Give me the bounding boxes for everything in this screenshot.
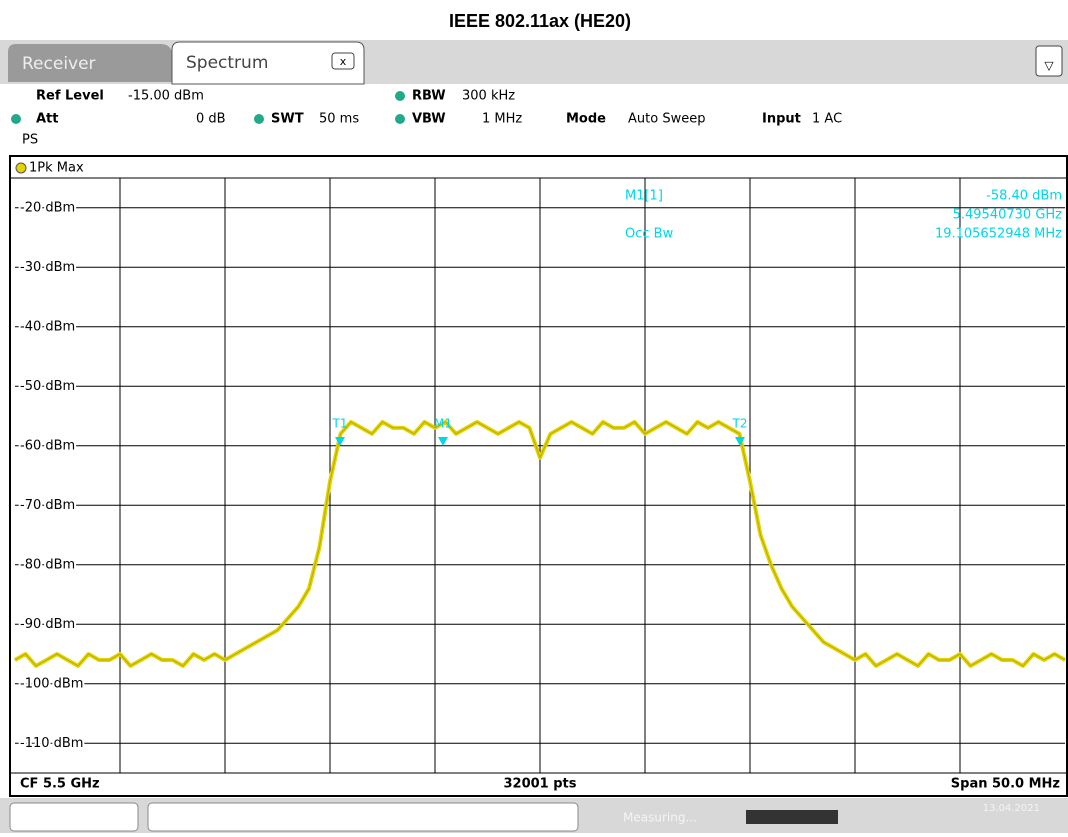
- plot-frame: [9, 155, 1068, 797]
- setting-value: 1 AC: [812, 112, 842, 127]
- close-button[interactable]: [331, 52, 355, 70]
- setting-value: 300 kHz: [462, 89, 515, 104]
- y-tick-label: -20 dBm: [20, 200, 75, 215]
- trace-core: [14, 421, 1066, 667]
- setting-label: RBW: [412, 89, 446, 104]
- tab-label: Spectrum: [186, 53, 268, 73]
- close-icon: x: [340, 55, 347, 68]
- footer-cf: CF 5.5 GHz: [20, 777, 100, 792]
- marker-icon: [438, 437, 448, 446]
- y-tick-label: -90 dBm: [20, 617, 75, 632]
- footer-pts: 32001 pts: [503, 777, 576, 792]
- setting-value: Auto Sweep: [628, 112, 705, 127]
- indicator: [395, 91, 405, 101]
- setting-value: PS: [22, 133, 38, 148]
- marker-info: Occ Bw: [625, 227, 674, 242]
- marker-info: 19.105652948 MHz: [935, 227, 1062, 242]
- y-tick-label: -80 dBm: [20, 557, 75, 572]
- setting-label: SWT: [271, 112, 304, 127]
- setting-value: 0 dB: [196, 112, 226, 127]
- marker-icon: [335, 437, 345, 446]
- marker-info: M1[1]: [625, 189, 663, 204]
- marker-info: -58.40 dBm: [986, 189, 1062, 204]
- indicator: [11, 114, 21, 124]
- setting-label: VBW: [412, 112, 446, 127]
- indicator: [254, 114, 264, 124]
- indicator: [395, 114, 405, 124]
- marker-label: T2: [732, 417, 748, 431]
- menu-icon: ▽: [1044, 59, 1054, 73]
- trace-indicator: [15, 162, 27, 174]
- setting-value: 1 MHz: [482, 112, 522, 127]
- status-date: 13.04.2021: [983, 803, 1040, 814]
- tab-spectrum[interactable]: [171, 41, 365, 85]
- plot: -20 dBm -30 dBm -40 dBm -50 dBm -60 dBm -70 d…: [14, 178, 1066, 773]
- status-field: [9, 802, 139, 832]
- status-field: [147, 802, 579, 832]
- marker-label: M1: [434, 417, 452, 431]
- setting-value: 50 ms: [319, 112, 359, 127]
- tab-receiver[interactable]: [8, 44, 172, 82]
- setting-value: -15.00 dBm: [128, 89, 204, 104]
- trace-label: 1Pk Max: [29, 161, 84, 176]
- progress-bar: [746, 810, 838, 824]
- y-tick-label: -100 dBm: [20, 676, 83, 691]
- setting-label: Input: [762, 112, 801, 127]
- title: IEEE 802.11ax (HE20): [449, 11, 631, 31]
- tab-label: Receiver: [22, 54, 96, 74]
- y-tick-label: -70 dBm: [20, 498, 75, 513]
- settings: Ref Level -15.00 dBm RBW 300 kHz Att 0 d…: [11, 89, 842, 148]
- setting-label: Att: [36, 112, 59, 127]
- y-tick-label: -40 dBm: [20, 319, 75, 334]
- y-tick-label: -110 dBm: [20, 736, 83, 751]
- footer-span: Span 50.0 MHz: [951, 777, 1060, 792]
- marker-icon: [735, 437, 745, 446]
- y-tick-label: -30 dBm: [20, 260, 75, 275]
- y-tick-label: -60 dBm: [20, 438, 75, 453]
- marker-label: T1: [332, 417, 348, 431]
- status-state: Measuring...: [623, 811, 697, 825]
- setting-label: Mode: [566, 112, 606, 127]
- marker-info: 5.49540730 GHz: [953, 208, 1063, 223]
- y-tick-label: -50 dBm: [20, 379, 75, 394]
- menu-button[interactable]: [1035, 45, 1063, 77]
- setting-label: Ref Level: [36, 89, 104, 104]
